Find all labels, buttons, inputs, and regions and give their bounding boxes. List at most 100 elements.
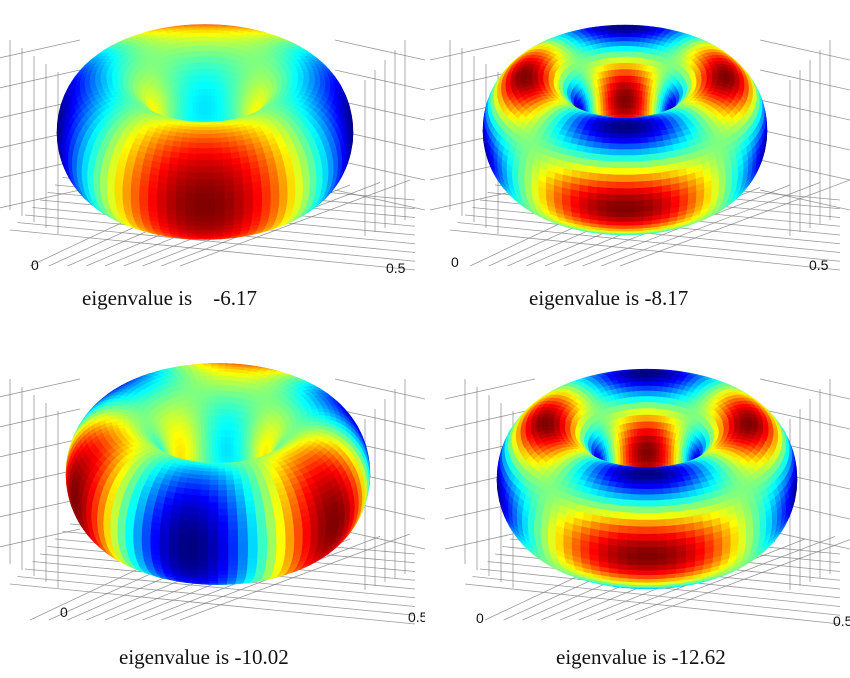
surface-facet	[194, 101, 199, 109]
surface-facet	[217, 108, 222, 116]
surface-facet	[185, 204, 196, 212]
x-tick-05: 0.5	[386, 261, 406, 275]
surface-facet	[201, 94, 206, 102]
surface-facet	[624, 75, 629, 83]
surface-facet	[204, 32, 212, 38]
surface-facet	[196, 62, 202, 70]
surface-facet	[198, 101, 203, 109]
surface-facet	[214, 95, 219, 103]
surface-facet	[189, 133, 199, 139]
surface-facet	[197, 75, 202, 83]
surface-facet	[188, 137, 198, 144]
surface-facet	[204, 172, 215, 180]
surface-facet	[616, 101, 620, 109]
surface-facet	[100, 72, 108, 76]
surface-facet	[192, 32, 200, 38]
surface-facet	[223, 184, 234, 193]
torus-surface	[56, 24, 354, 240]
surface-facet	[302, 72, 310, 76]
surface-facet	[204, 185, 215, 193]
grid-line	[179, 179, 411, 267]
surface-facet	[214, 113, 219, 121]
surface-facet	[197, 88, 203, 96]
surface-facet	[207, 107, 212, 114]
surface-facet	[190, 129, 199, 135]
surface-facet	[195, 198, 206, 206]
grid-line	[429, 39, 521, 61]
surface-facet	[175, 203, 186, 211]
surface-facet	[207, 101, 212, 109]
surface-facet	[619, 45, 626, 52]
surface-facet	[633, 108, 637, 116]
surface-facet	[204, 137, 214, 144]
surface-facet	[198, 113, 202, 120]
surface-facet	[186, 159, 197, 167]
surface-facet	[204, 75, 210, 83]
surface-facet	[196, 142, 206, 149]
surface-facet	[217, 101, 222, 110]
surface-facet	[204, 142, 214, 149]
surface-facet	[232, 176, 243, 186]
surface-facet	[185, 215, 196, 222]
surface-facet	[213, 165, 224, 174]
surface-facet	[646, 104, 650, 113]
surface-facet	[198, 29, 206, 34]
surface-facet	[224, 203, 235, 211]
surface-facet	[624, 88, 629, 97]
surface-facet	[224, 197, 235, 205]
surface-facet	[199, 40, 206, 47]
eigenvalue-caption: eigenvalue is -6.17	[82, 286, 257, 310]
surface-facet	[185, 191, 196, 200]
torus-plot-2	[429, 24, 850, 271]
surface-facet	[194, 94, 199, 103]
surface-facet	[531, 76, 539, 81]
surface-facet	[201, 101, 206, 109]
surface-facet	[641, 103, 645, 111]
surface-facet	[624, 69, 629, 77]
surface-facet	[621, 88, 626, 97]
surface-facet	[197, 133, 206, 139]
surface-facet	[250, 173, 261, 183]
surface-facet	[531, 79, 539, 83]
surface-facet	[195, 159, 206, 167]
grid-line	[334, 159, 425, 181]
surface-facet	[204, 130, 213, 135]
surface-facet	[105, 78, 113, 83]
surface-facet	[204, 220, 215, 227]
surface-facet	[201, 107, 206, 114]
surface-facet	[198, 107, 203, 114]
surface-facet	[212, 147, 223, 155]
surface-facet	[176, 171, 188, 180]
surface-facet	[195, 185, 206, 193]
surface-facet	[177, 158, 188, 167]
torus-plot-1	[0, 24, 425, 271]
surface-facet	[167, 176, 178, 186]
surface-facet	[195, 153, 206, 161]
grid-line	[0, 39, 81, 59]
torus-surface	[482, 24, 768, 236]
surface-facet	[618, 95, 623, 103]
surface-facet	[185, 209, 196, 217]
surface-facet	[214, 178, 225, 187]
surface-facet	[196, 137, 206, 144]
surface-facet	[624, 101, 629, 109]
surface-facet	[188, 142, 198, 149]
surface-facet	[204, 101, 209, 109]
surface-facet	[624, 82, 629, 90]
surface-facet	[627, 101, 632, 109]
surface-facet	[621, 75, 626, 83]
surface-facet	[222, 171, 234, 180]
surface-facet	[177, 164, 188, 173]
surface-facet	[210, 32, 218, 38]
surface-facet	[204, 159, 215, 167]
surface-facet	[204, 179, 215, 187]
surface-facet	[204, 153, 215, 161]
surface-facet	[204, 36, 212, 42]
surface-facet	[211, 101, 216, 109]
surface-facet	[204, 50, 211, 58]
grid-line	[759, 39, 850, 61]
surface-facet	[194, 192, 206, 200]
surface-facet	[613, 33, 620, 38]
surface-facet	[208, 113, 212, 120]
surface-facet	[619, 36, 626, 42]
